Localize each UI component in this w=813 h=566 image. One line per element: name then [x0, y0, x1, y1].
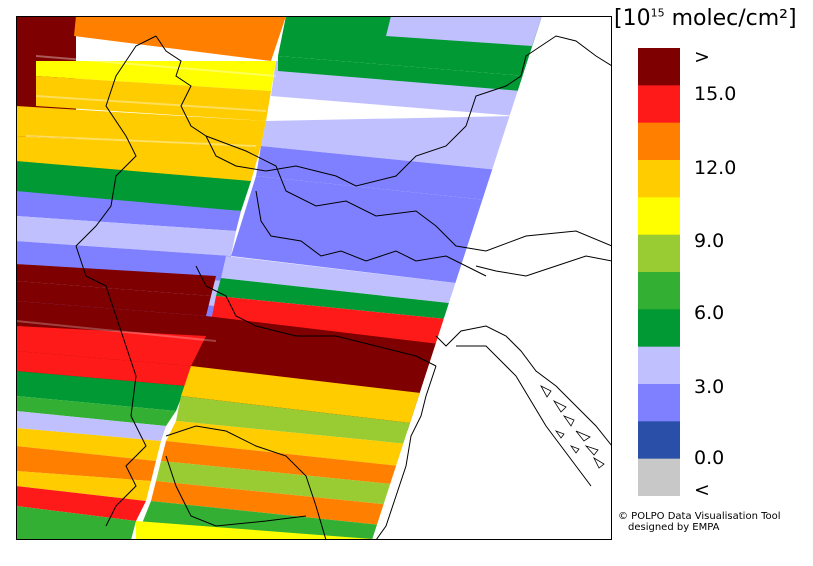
legend-title: [1015 molec/cm²]: [614, 6, 797, 31]
legend-title-exponent: 15: [650, 6, 665, 20]
legend-swatch-0: [638, 48, 680, 86]
legend-label-15: 15.0: [694, 83, 737, 105]
legend-label-above: >: [694, 46, 710, 68]
credit: © POLPO Data Visualisation Tool designed…: [618, 511, 781, 533]
legend-label-below: <: [694, 479, 710, 501]
legend-title-suffix: molec/cm²]: [664, 6, 797, 31]
map-panel[interactable]: [16, 16, 612, 540]
legend-swatch-6: [638, 272, 680, 310]
credit-line-2: designed by EMPA: [628, 522, 720, 533]
legend-label-9: 9.0: [694, 230, 725, 252]
legend-label-12: 12.0: [694, 157, 737, 179]
legend-swatch-8: [638, 346, 680, 385]
legend-swatch-7: [638, 309, 680, 348]
satellite-swath: [16, 16, 542, 540]
map-frame: [16, 16, 612, 540]
credit-line-1: © POLPO Data Visualisation Tool: [618, 511, 781, 522]
legend-swatch-10: [638, 421, 680, 460]
legend-label-3: 3.0: [694, 376, 725, 398]
color-bar: [638, 48, 680, 496]
legend-swatch-4: [638, 197, 680, 236]
legend-swatch-3: [638, 160, 680, 198]
legend-label-0: 0.0: [694, 447, 725, 469]
legend-swatch-1: [638, 85, 680, 124]
legend-swatch-11: [638, 458, 680, 496]
legend-title-prefix: [10: [614, 6, 651, 31]
coast-islands: [540, 385, 605, 469]
legend-swatch-2: [638, 122, 680, 161]
legend-swatch-9: [638, 384, 680, 422]
legend-label-6: 6.0: [694, 302, 725, 324]
map-svg[interactable]: [16, 16, 612, 540]
country-borders: [75, 35, 612, 540]
legend-swatch-5: [638, 234, 680, 273]
